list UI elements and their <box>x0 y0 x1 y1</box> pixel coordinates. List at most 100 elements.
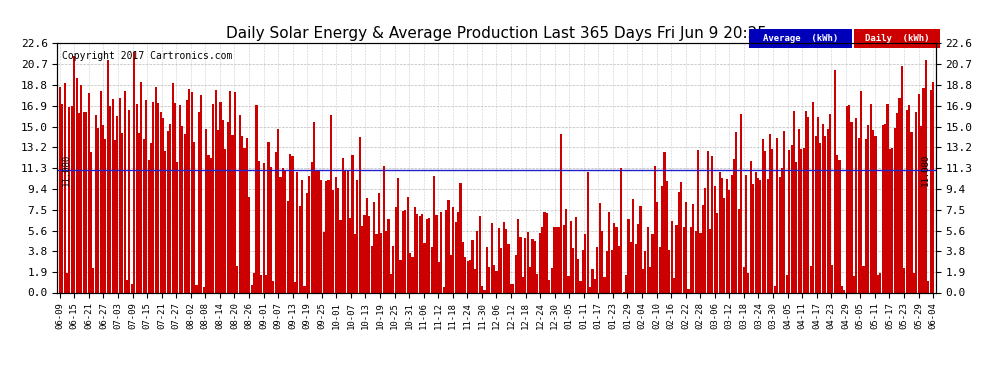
Bar <box>685 202 687 292</box>
Bar <box>277 129 279 292</box>
Bar <box>200 95 203 292</box>
Bar <box>817 117 819 292</box>
Bar <box>500 248 502 292</box>
Bar <box>675 225 677 292</box>
Bar <box>133 52 136 292</box>
Bar <box>188 89 190 292</box>
Bar <box>358 137 360 292</box>
Bar <box>663 152 665 292</box>
Bar <box>378 193 380 292</box>
Bar <box>373 202 375 292</box>
Bar <box>461 242 464 292</box>
Bar <box>579 281 581 292</box>
Bar <box>911 132 913 292</box>
Bar <box>138 133 140 292</box>
Bar <box>265 275 267 292</box>
Bar <box>383 166 385 292</box>
Bar <box>78 112 80 292</box>
Bar <box>736 132 738 292</box>
Bar <box>829 114 831 292</box>
Bar <box>776 138 778 292</box>
Bar <box>790 144 793 292</box>
Bar <box>771 149 773 292</box>
Bar <box>399 260 402 292</box>
Bar <box>633 199 635 292</box>
Title: Daily Solar Energy & Average Production Last 365 Days Fri Jun 9 20:25: Daily Solar Energy & Average Production … <box>226 26 767 40</box>
Bar <box>441 212 443 292</box>
Bar <box>262 163 265 292</box>
Bar <box>390 274 392 292</box>
Bar <box>325 182 328 292</box>
Bar <box>148 160 149 292</box>
Bar <box>311 162 313 292</box>
Bar <box>97 128 99 292</box>
Bar <box>682 228 685 292</box>
Bar <box>498 228 500 292</box>
Text: Daily  (kWh): Daily (kWh) <box>864 34 930 43</box>
Bar <box>570 221 572 292</box>
Bar <box>162 118 164 292</box>
Bar <box>574 217 577 292</box>
Bar <box>798 129 800 292</box>
Bar <box>159 112 161 292</box>
Bar <box>704 188 706 292</box>
Bar <box>545 213 547 292</box>
Bar <box>532 238 534 292</box>
Bar <box>591 269 594 292</box>
Bar <box>459 183 461 292</box>
Bar <box>923 88 925 292</box>
Bar <box>222 120 224 292</box>
Bar <box>625 275 627 292</box>
Bar <box>349 218 351 292</box>
Bar <box>800 149 802 292</box>
Bar <box>707 151 709 292</box>
Bar <box>886 104 889 292</box>
Bar <box>253 273 255 292</box>
Bar <box>421 214 423 292</box>
Bar <box>474 269 476 292</box>
Bar <box>328 180 330 292</box>
Bar <box>805 111 807 292</box>
Bar <box>195 285 198 292</box>
Bar <box>409 254 411 292</box>
Bar <box>918 94 920 292</box>
Bar <box>764 151 766 292</box>
Bar <box>738 209 740 292</box>
Bar <box>248 197 250 292</box>
Bar <box>618 246 620 292</box>
Bar <box>476 231 478 292</box>
Bar <box>932 82 935 292</box>
Bar <box>733 159 736 292</box>
Bar <box>431 247 433 292</box>
Bar <box>899 98 901 292</box>
Bar <box>837 155 839 292</box>
Bar <box>239 115 241 292</box>
Bar <box>171 83 173 292</box>
Bar <box>419 216 421 292</box>
Bar <box>176 162 178 292</box>
Bar <box>913 273 915 292</box>
Bar <box>397 178 399 292</box>
Bar <box>661 186 663 292</box>
Bar <box>879 273 881 292</box>
Bar <box>208 155 210 292</box>
Bar <box>114 140 116 292</box>
Bar <box>346 170 348 292</box>
Bar <box>287 201 289 292</box>
Bar <box>191 93 193 292</box>
Bar <box>603 277 606 292</box>
Bar <box>267 142 269 292</box>
Bar <box>157 104 159 292</box>
Bar <box>534 241 536 292</box>
Bar <box>539 232 541 292</box>
Bar <box>562 225 564 292</box>
Bar <box>781 168 783 292</box>
Bar <box>680 182 682 292</box>
Bar <box>83 112 85 292</box>
Bar <box>63 82 65 292</box>
Bar <box>731 175 733 292</box>
Bar <box>749 160 751 292</box>
Bar <box>557 227 560 292</box>
Bar <box>820 143 822 292</box>
Bar <box>848 105 850 292</box>
